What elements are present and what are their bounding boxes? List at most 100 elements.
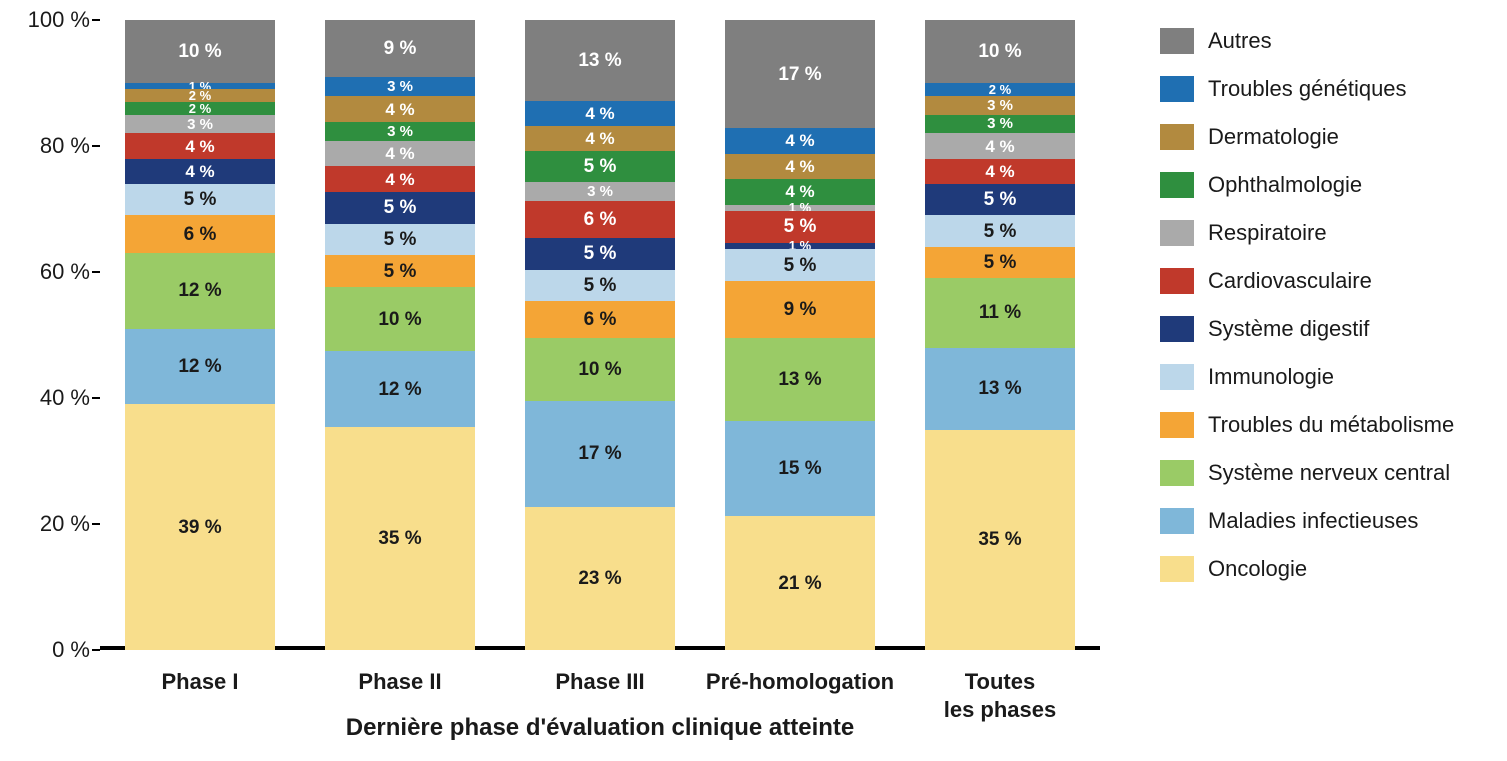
bar-segment: 5 % (525, 238, 675, 269)
bar-segment: 4 % (125, 133, 275, 158)
legend-label: Oncologie (1208, 556, 1307, 582)
bar-category-label: Pré-homologation (700, 650, 900, 696)
x-axis-title: Dernière phase d'évaluation clinique att… (100, 714, 1100, 742)
bar: 35 %12 %10 %5 %5 %5 %4 %4 %3 %4 %3 %9 % (325, 20, 475, 650)
y-tick-mark (92, 397, 100, 399)
bar-segment: 4 % (525, 101, 675, 126)
bar-segment: 6 % (525, 301, 675, 338)
bar-wrap: 39 %12 %12 %6 %5 %4 %4 %3 %2 %2 %1 %10 %… (125, 20, 275, 650)
bars-group: 39 %12 %12 %6 %5 %4 %4 %3 %2 %2 %1 %10 %… (100, 20, 1100, 650)
legend-label: Ophthalmologie (1208, 172, 1362, 198)
legend-swatch (1160, 508, 1194, 534)
legend: Autres Troubles génétiques Dermatologie Oph… (1130, 10, 1487, 751)
y-tick-label: 20 % (20, 511, 90, 537)
legend-item: Ophthalmologie (1160, 172, 1487, 198)
bar-segment: 12 % (125, 253, 275, 329)
bar-wrap: 23 %17 %10 %6 %5 %5 %6 %3 %5 %4 %4 %13 %… (525, 20, 675, 650)
bar-category-label: Phase I (100, 650, 300, 696)
bar-segment: 4 % (725, 154, 875, 179)
bar-segment: 4 % (925, 159, 1075, 184)
bar-segment: 5 % (925, 247, 1075, 279)
legend-item: Autres (1160, 28, 1487, 54)
bar-category-label: Toutesles phases (900, 650, 1100, 723)
bar-segment: 5 % (925, 215, 1075, 247)
y-tick-label: 0 % (20, 637, 90, 663)
legend-item: Troubles du métabolisme (1160, 412, 1487, 438)
bar-segment: 35 % (325, 427, 475, 650)
bar-segment: 21 % (725, 516, 875, 650)
legend-label: Système digestif (1208, 316, 1369, 342)
bar-segment: 12 % (125, 329, 275, 405)
y-tick-label: 100 % (20, 7, 90, 33)
bar-segment: 6 % (125, 215, 275, 253)
legend-swatch (1160, 172, 1194, 198)
legend-item: Système nerveux central (1160, 460, 1487, 486)
bar-wrap: 21 %15 %13 %9 %5 %1 %5 %1 %4 %4 %4 %17 %… (725, 20, 875, 650)
bar-segment: 2 % (125, 102, 275, 115)
bar-segment: 4 % (325, 96, 475, 121)
bar-segment: 12 % (325, 351, 475, 427)
bar-segment: 4 % (725, 128, 875, 153)
legend-label: Autres (1208, 28, 1272, 54)
legend-swatch (1160, 28, 1194, 54)
bar-segment: 5 % (525, 151, 675, 182)
chart-container: 39 %12 %12 %6 %5 %4 %4 %3 %2 %2 %1 %10 %… (0, 0, 1507, 761)
legend-item: Dermatologie (1160, 124, 1487, 150)
bar-segment: 5 % (325, 224, 475, 256)
bar-segment: 3 % (325, 122, 475, 141)
bar-segment: 2 % (925, 83, 1075, 96)
bar: 39 %12 %12 %6 %5 %4 %4 %3 %2 %2 %1 %10 % (125, 20, 275, 650)
bar-segment: 17 % (525, 401, 675, 507)
bar-segment: 9 % (325, 20, 475, 77)
legend-label: Troubles du métabolisme (1208, 412, 1454, 438)
y-tick-mark (92, 649, 100, 651)
bar-segment: 5 % (925, 184, 1075, 216)
bar-segment: 3 % (125, 115, 275, 134)
y-tick-mark (92, 271, 100, 273)
y-tick-mark (92, 523, 100, 525)
bar-segment: 15 % (725, 421, 875, 516)
bar-segment: 5 % (125, 184, 275, 216)
bar-segment: 5 % (325, 255, 475, 287)
legend-item: Troubles génétiques (1160, 76, 1487, 102)
bar-wrap: 35 %13 %11 %5 %5 %5 %4 %4 %3 %3 %2 %10 %… (925, 20, 1075, 650)
bar-segment: 4 % (125, 159, 275, 184)
legend-swatch (1160, 220, 1194, 246)
bar-segment: 4 % (925, 133, 1075, 158)
legend-swatch (1160, 124, 1194, 150)
legend-item: Maladies infectieuses (1160, 508, 1487, 534)
y-tick-mark (92, 19, 100, 21)
legend-label: Troubles génétiques (1208, 76, 1407, 102)
y-tick-mark (92, 145, 100, 147)
bar-segment: 10 % (325, 287, 475, 351)
legend-swatch (1160, 412, 1194, 438)
bar-segment: 10 % (525, 338, 675, 400)
bar: 21 %15 %13 %9 %5 %1 %5 %1 %4 %4 %4 %17 % (725, 20, 875, 650)
bar-segment: 4 % (325, 166, 475, 191)
legend-item: Immunologie (1160, 364, 1487, 390)
bar-wrap: 35 %12 %10 %5 %5 %5 %4 %4 %3 %4 %3 %9 %P… (325, 20, 475, 650)
legend-item: Oncologie (1160, 556, 1487, 582)
bar-segment: 5 % (725, 249, 875, 281)
bar-segment: 3 % (925, 96, 1075, 115)
bar-segment: 39 % (125, 404, 275, 650)
bar-category-label: Phase II (300, 650, 500, 696)
y-tick-label: 80 % (20, 133, 90, 159)
bar-segment: 13 % (925, 348, 1075, 430)
plot-area: 39 %12 %12 %6 %5 %4 %4 %3 %2 %2 %1 %10 %… (100, 20, 1100, 650)
legend-swatch (1160, 316, 1194, 342)
bar-segment: 23 % (525, 507, 675, 650)
bar-segment: 4 % (325, 141, 475, 166)
legend-label: Dermatologie (1208, 124, 1339, 150)
bar: 35 %13 %11 %5 %5 %5 %4 %4 %3 %3 %2 %10 % (925, 20, 1075, 650)
legend-swatch (1160, 76, 1194, 102)
legend-swatch (1160, 364, 1194, 390)
bar-segment: 6 % (525, 201, 675, 238)
y-tick-label: 60 % (20, 259, 90, 285)
legend-item: Cardiovasculaire (1160, 268, 1487, 294)
legend-label: Cardiovasculaire (1208, 268, 1372, 294)
bar-segment: 5 % (325, 192, 475, 224)
bar-segment: 9 % (725, 281, 875, 338)
bar-segment: 3 % (325, 77, 475, 96)
bar-segment: 3 % (525, 182, 675, 201)
